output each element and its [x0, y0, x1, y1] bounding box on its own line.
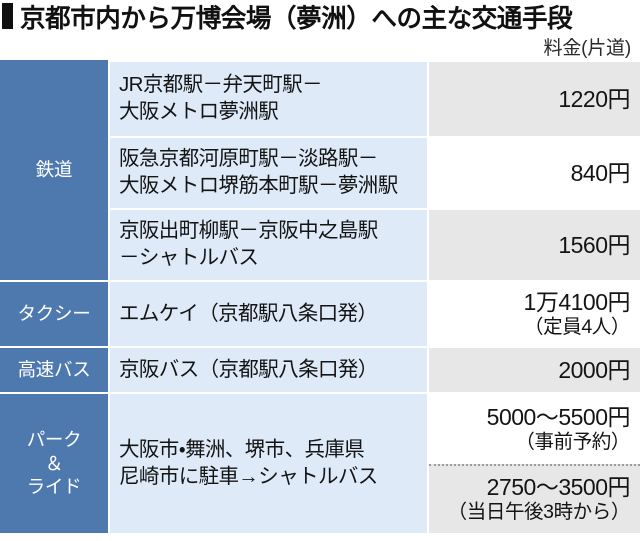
category-label: タクシー	[17, 303, 91, 325]
price-note: （定員4人）	[524, 316, 630, 339]
route-cell: 京阪バス（京都駅八条口発）	[108, 346, 427, 392]
route-line: 大阪市・舞洲、堺市、兵庫県	[119, 437, 365, 461]
route-line: 大阪メトロ夢洲駅	[119, 100, 279, 123]
category-cell-park-and-ride: パーク ＆ ライド	[0, 392, 108, 533]
price-cell-advance: 5000〜5500円 （事前予約）	[429, 394, 640, 464]
category-label: 鉄道	[35, 159, 73, 181]
page-title: 京都市内から万博会場（夢洲）への主な交通手段	[20, 4, 573, 33]
table-row: 高速バス 京阪バス（京都駅八条口発） 2000円	[0, 346, 640, 392]
price-value: 2000円	[558, 356, 630, 383]
route-line: －シャトルバス	[119, 246, 259, 269]
price-note: （事前予約）	[515, 430, 630, 453]
category-cell-express-bus: 高速バス	[0, 346, 108, 392]
price-value: 5000〜5500円	[486, 403, 631, 430]
route-line: 京阪出町柳駅－京阪中之島駅	[119, 219, 378, 243]
category-label: 高速バス	[17, 359, 91, 381]
table-row: 鉄道 JR京都駅－弁天町駅－ 大阪メトロ夢洲駅 1220円	[0, 60, 640, 280]
route-line: 阪急京都河原町駅－淡路駅－	[119, 147, 378, 171]
price-note: （当日午後3時から）	[447, 501, 631, 524]
route-cell: JR京都駅－弁天町駅－ 大阪メトロ夢洲駅	[108, 60, 427, 136]
route-cell: 京阪出町柳駅－京阪中之島駅 －シャトルバス	[108, 208, 427, 280]
category-label: ＆	[44, 452, 64, 474]
category-cell-taxi: タクシー	[0, 280, 108, 346]
title-bar: 京都市内から万博会場（夢洲）への主な交通手段	[0, 0, 640, 33]
price-value: 1万4100円	[523, 289, 631, 316]
price-value: 2750〜3500円	[486, 474, 631, 501]
table-row: 京阪出町柳駅－京阪中之島駅 －シャトルバス 1560円	[0, 208, 640, 280]
transport-table: 鉄道 JR京都駅－弁天町駅－ 大阪メトロ夢洲駅 1220円 阪急京都河原町駅－淡…	[0, 60, 640, 535]
table-row: タクシー エムケイ（京都駅八条口発） 1万4100円 （定員4人）	[0, 280, 640, 346]
fare-caption: 料金(片道)	[543, 37, 632, 59]
route-line: 京阪バス（京都駅八条口発）	[119, 357, 378, 381]
price-cell: 840円	[427, 136, 640, 208]
route-line: エムケイ（京都駅八条口発）	[119, 301, 378, 325]
route-line: 大阪メトロ堺筋本町駅－夢洲駅	[119, 174, 398, 197]
price-cell-sameday: 2750〜3500円 （当日午後3時から）	[429, 463, 640, 533]
price-cell: 1万4100円 （定員4人）	[427, 280, 640, 346]
route-cell: エムケイ（京都駅八条口発）	[108, 280, 427, 346]
fare-caption-row: 料金(片道)	[0, 32, 640, 60]
price-value: 1560円	[558, 231, 630, 258]
table-row: パーク ＆ ライド 大阪市・舞洲、堺市、兵庫県 尼崎市に駐車→シャトルバス 50…	[0, 392, 640, 533]
price-cell: 1220円	[427, 60, 640, 136]
route-line: JR京都駅－弁天町駅－	[119, 73, 323, 97]
table-row: 阪急京都河原町駅－淡路駅－ 大阪メトロ堺筋本町駅－夢洲駅 840円	[0, 136, 640, 208]
price-cell-split: 5000〜5500円 （事前予約） 2750〜3500円 （当日午後3時から）	[427, 392, 640, 533]
category-cell-rail: 鉄道	[0, 60, 108, 280]
category-label: ライド	[26, 476, 82, 498]
route-line: 尼崎市に駐車→シャトルバス	[119, 464, 378, 488]
route-cell: 大阪市・舞洲、堺市、兵庫県 尼崎市に駐車→シャトルバス	[108, 392, 427, 533]
price-cell: 2000円	[427, 346, 640, 392]
price-cell: 1560円	[427, 208, 640, 280]
route-cell: 阪急京都河原町駅－淡路駅－ 大阪メトロ堺筋本町駅－夢洲駅	[108, 136, 427, 208]
title-marker-icon	[2, 3, 13, 29]
category-label: パーク	[26, 428, 82, 450]
price-value: 840円	[570, 159, 631, 186]
price-value: 1220円	[558, 85, 630, 112]
